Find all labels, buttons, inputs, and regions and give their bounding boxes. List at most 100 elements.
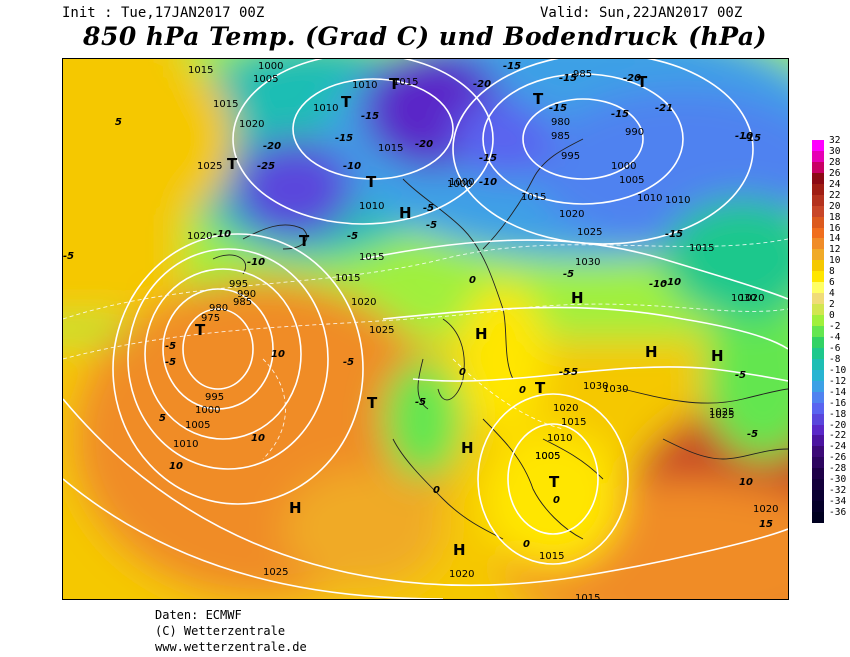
- credits: Daten: ECMWF (C) Wetterzentrale www.wett…: [155, 607, 307, 655]
- temp-label: 0: [459, 367, 466, 378]
- temp-label: -20: [623, 73, 641, 84]
- low-center-symbol: T: [341, 93, 352, 111]
- temp-label: -5: [567, 367, 578, 378]
- legend-color-swatch: [812, 358, 824, 371]
- temperature-color-scale: [812, 140, 824, 524]
- pressure-centers: T T T T T T T T T T T H H H H H H H H: [195, 73, 724, 559]
- pressure-label: 1010: [313, 103, 338, 114]
- pressure-label: 1015: [689, 243, 714, 254]
- legend-label: -14: [829, 386, 847, 398]
- pressure-label: 1025: [263, 567, 288, 578]
- temp-label: -15: [479, 153, 497, 164]
- legend-label: -20: [829, 419, 847, 431]
- high-center-symbol: H: [461, 439, 474, 457]
- temp-label: -5: [426, 220, 437, 231]
- legend-color-swatch: [812, 194, 824, 207]
- pressure-label: 1000: [447, 179, 472, 190]
- temp-label: -15: [559, 73, 577, 84]
- temp-label: -5: [563, 269, 574, 280]
- pressure-label: 975: [201, 313, 220, 324]
- legend-label: 18: [829, 211, 841, 223]
- pressure-label: 1010: [665, 195, 690, 206]
- pressure-label: 1020: [351, 297, 376, 308]
- legend-label: -6: [829, 342, 841, 354]
- temp-label: -5: [347, 231, 358, 242]
- legend-color-swatch: [812, 140, 824, 152]
- temp-label: -25: [257, 161, 275, 172]
- pressure-label: 1010: [547, 433, 572, 444]
- low-center-symbol: T: [227, 155, 238, 173]
- pressure-label: 1020: [449, 569, 474, 580]
- temperature-labels: -15 -20 -15 -15 -20 -21 -15 -15 -20 -25 …: [63, 61, 773, 550]
- pressure-label: 1030: [603, 384, 628, 395]
- pressure-label: 1005: [185, 420, 210, 431]
- pressure-label: 980: [209, 303, 228, 314]
- pressure-label: 1015: [539, 551, 564, 562]
- temp-label: -10: [247, 257, 265, 268]
- pressure-label: 1030: [575, 257, 600, 268]
- high-center-symbol: H: [475, 325, 488, 343]
- temp-label: -5: [343, 357, 354, 368]
- legend-label: -34: [829, 496, 847, 508]
- legend-label: 2: [829, 299, 835, 311]
- pressure-label: 985: [573, 69, 592, 80]
- low-center-symbol: T: [533, 90, 544, 108]
- legend-color-swatch: [812, 435, 824, 447]
- pressure-label: 1020: [739, 293, 764, 304]
- legend-color-swatch: [812, 326, 824, 338]
- temp-label: 15: [759, 519, 773, 530]
- temp-label: -5: [165, 341, 176, 352]
- legend-color-swatch: [812, 161, 824, 174]
- low-center-symbol: T: [535, 379, 546, 397]
- legend-color-swatch: [812, 479, 824, 491]
- legend-label: 22: [829, 189, 841, 201]
- pressure-label: 990: [237, 289, 256, 300]
- pressure-label: 1025: [709, 407, 734, 418]
- temp-label: 10: [271, 349, 285, 360]
- pressure-label: 1015: [359, 252, 384, 263]
- pressure-label: 1000: [611, 161, 636, 172]
- legend-color-swatch: [812, 446, 824, 458]
- legend-color-swatch: [812, 293, 824, 305]
- legend-color-swatch: [812, 424, 824, 436]
- pressure-label: 1025: [197, 161, 222, 172]
- legend-label: -36: [829, 507, 847, 519]
- pressure-label: 1010: [173, 439, 198, 450]
- legend-color-swatch: [812, 271, 824, 283]
- pressure-label: 985: [233, 297, 252, 308]
- legend-color-swatch: [812, 315, 824, 327]
- legend-color-swatch: [812, 249, 824, 261]
- temp-label: -15: [335, 133, 353, 144]
- pressure-label: 995: [205, 392, 224, 403]
- low-center-symbol: T: [389, 75, 400, 93]
- legend-label: 6: [829, 277, 835, 289]
- temp-label: 10: [251, 433, 265, 444]
- pressure-label: 990: [625, 127, 644, 138]
- temp-label: -10: [735, 131, 753, 142]
- pressure-label: 1030: [583, 381, 608, 392]
- temp-label: -15: [665, 229, 683, 240]
- temp-label: 10: [169, 461, 183, 472]
- temp-label: -20: [263, 141, 281, 152]
- temp-label: -5: [165, 357, 176, 368]
- pressure-label: 1015: [521, 192, 546, 203]
- high-center-symbol: H: [571, 289, 584, 307]
- high-center-symbol: H: [289, 499, 302, 517]
- pressure-label: 1000: [449, 177, 474, 188]
- legend-label: -24: [829, 441, 847, 453]
- legend-label: -18: [829, 408, 847, 420]
- legend-color-swatch: [812, 402, 824, 415]
- pressure-label: 1015: [575, 593, 600, 599]
- legend-color-swatch: [812, 391, 824, 404]
- temp-label: -10: [343, 161, 361, 172]
- temp-label: -15: [503, 61, 521, 72]
- legend-label: -2: [829, 321, 841, 333]
- pressure-label: 1005: [253, 74, 278, 85]
- temp-label: -15: [549, 103, 567, 114]
- legend-label: 14: [829, 233, 841, 245]
- legend-label: -32: [829, 485, 847, 497]
- temp-label: -5: [415, 397, 426, 408]
- pressure-label: 1000: [258, 61, 283, 72]
- legend-label: -26: [829, 452, 847, 464]
- temp-label: -10: [213, 229, 231, 240]
